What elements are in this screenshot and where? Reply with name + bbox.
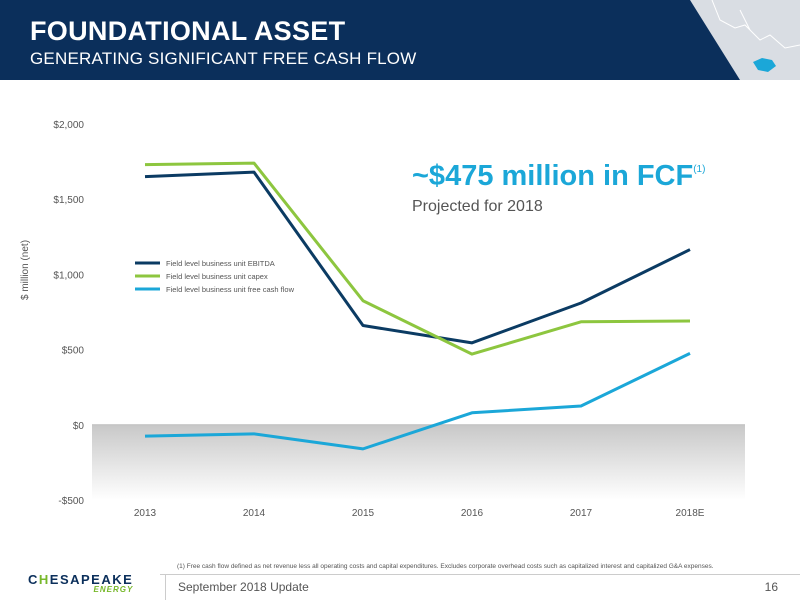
fcf-footnote-ref: (1) (693, 164, 706, 175)
y-tick-label: $500 (62, 346, 85, 357)
header-banner: FOUNDATIONAL ASSET GENERATING SIGNIFICAN… (0, 0, 800, 80)
x-tick-label: 2018E (676, 508, 705, 519)
company-logo: CHESAPEAKE ENERGY (28, 572, 133, 594)
y-tick-label: $1,500 (53, 195, 84, 206)
negative-region-shading (92, 424, 745, 500)
texas-map-icon (690, 0, 800, 80)
footnote: (1) Free cash flow defined as net revenu… (177, 563, 714, 570)
logo-subtext: ENERGY (93, 585, 134, 594)
legend-label: Field level business unit EBITDA (166, 259, 275, 268)
series-line-3 (144, 352, 691, 451)
y-tick-label: -$500 (58, 496, 84, 507)
series-line-1 (144, 170, 691, 345)
x-tick-label: 2016 (461, 508, 484, 519)
footer-divider-vertical (165, 574, 166, 600)
page-title: FOUNDATIONAL ASSET (30, 16, 346, 46)
fcf-callout: ~$475 million in FCF(1) (412, 160, 705, 193)
legend-label: Field level business unit free cash flow (166, 285, 295, 294)
y-tick-label: $1,000 (53, 270, 84, 281)
logo-wordmark: CHESAPEAKE (28, 572, 134, 587)
footer-text: September 2018 Update (178, 580, 309, 594)
x-tick-label: 2014 (243, 508, 266, 519)
x-tick-label: 2013 (134, 508, 157, 519)
line-chart: -$500 $0 $500 $1,000 $1,500 $2,000 2013 2014 20… (53, 120, 745, 519)
fcf-callout-subtext: Projected for 2018 (412, 198, 543, 215)
legend-label: Field level business unit capex (166, 272, 268, 281)
y-axis-label: $ million (net) (20, 239, 31, 300)
page-number: 16 (764, 580, 778, 594)
y-tick-label: $0 (73, 421, 85, 432)
footer-divider (160, 574, 800, 575)
x-tick-label: 2015 (352, 508, 375, 519)
y-tick-label: $2,000 (53, 120, 84, 131)
series-line-2 (144, 161, 691, 356)
x-tick-label: 2017 (570, 508, 593, 519)
page-subtitle: GENERATING SIGNIFICANT FREE CASH FLOW (30, 49, 417, 68)
fcf-callout-text: ~$475 million in FCF (412, 160, 694, 192)
